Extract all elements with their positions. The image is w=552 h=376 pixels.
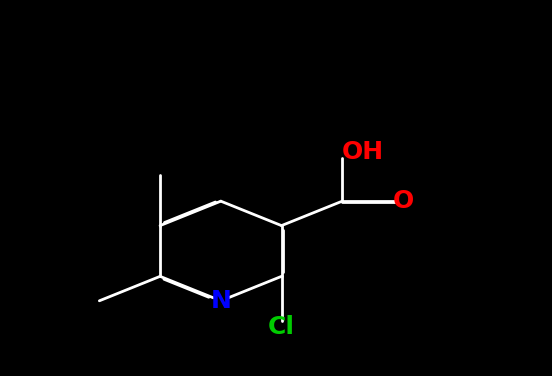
Text: N: N — [210, 289, 231, 313]
Text: Cl: Cl — [268, 315, 295, 339]
Text: OH: OH — [342, 140, 384, 164]
Text: O: O — [392, 189, 413, 213]
